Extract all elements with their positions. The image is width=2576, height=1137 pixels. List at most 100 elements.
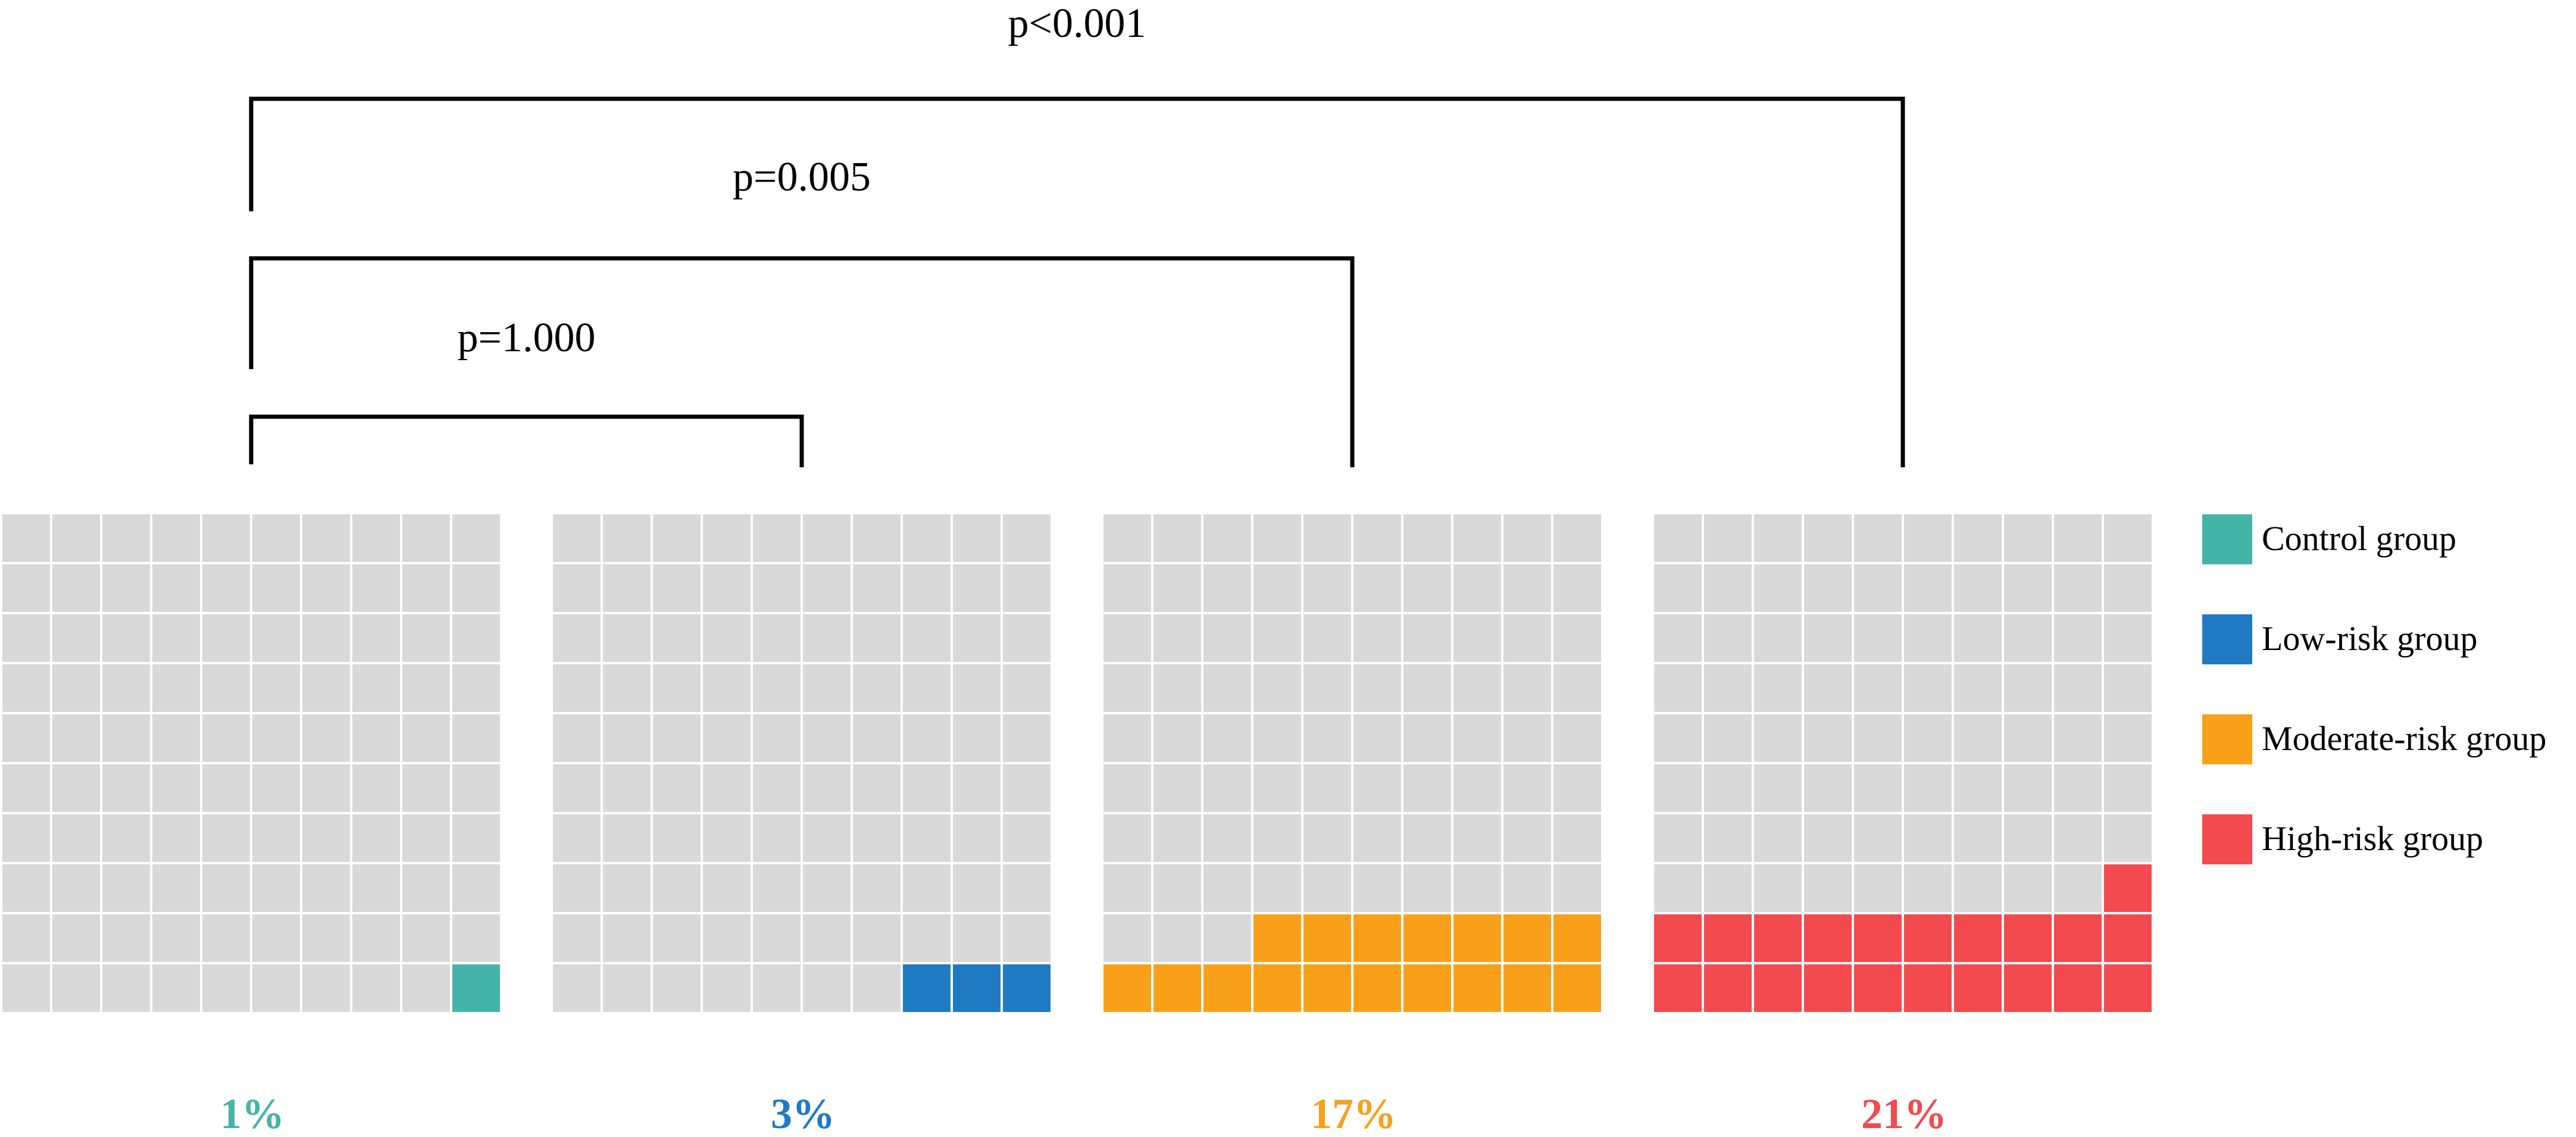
waffle-cell-empty: [202, 514, 250, 562]
waffle-cell-empty: [2054, 514, 2102, 562]
waffle-cell-empty: [703, 914, 751, 962]
waffle-cell-empty: [1403, 664, 1451, 712]
waffle-cell-empty: [1253, 664, 1301, 712]
waffle-cell-empty: [1553, 714, 1601, 762]
waffle-cell-filled: [2054, 964, 2102, 1012]
waffle-cell-empty: [252, 614, 300, 662]
waffle-cell-empty: [1153, 514, 1201, 562]
waffle-cell-empty: [753, 564, 801, 612]
waffle-cell-empty: [1804, 764, 1852, 812]
waffle-cell-empty: [1553, 564, 1601, 612]
waffle-cell-empty: [402, 764, 450, 812]
waffle-cell-filled: [452, 964, 500, 1012]
waffle-cell-empty: [753, 614, 801, 662]
waffle-cell-empty: [553, 564, 601, 612]
waffle-cell-empty: [452, 714, 500, 762]
waffle-cell-filled: [1804, 964, 1852, 1012]
waffle-cell-empty: [1954, 764, 2002, 812]
waffle-cell-empty: [2004, 514, 2052, 562]
waffle-cell-empty: [653, 814, 701, 862]
waffle-cell-empty: [1704, 664, 1752, 712]
waffle-cell-empty: [953, 914, 1001, 962]
waffle-cell-empty: [402, 514, 450, 562]
waffle-cell-empty: [1503, 664, 1551, 712]
waffle-cell-empty: [953, 564, 1001, 612]
waffle-cell-empty: [703, 564, 751, 612]
waffle-cell-empty: [1754, 564, 1802, 612]
waffle-cell-empty: [1253, 864, 1301, 912]
waffle-cell-empty: [452, 864, 500, 912]
waffle-cell-filled: [2004, 914, 2052, 962]
bracket-line: [249, 414, 804, 467]
waffle-cell-empty: [1654, 864, 1702, 912]
waffle-cell-empty: [1854, 564, 1902, 612]
legend-label: Low-risk group: [2262, 619, 2477, 658]
waffle-cell-empty: [1153, 614, 1201, 662]
waffle-cell-empty: [803, 514, 851, 562]
waffle-cell-empty: [1453, 564, 1501, 612]
waffle-cell-empty: [1654, 814, 1702, 862]
waffle-cell-empty: [653, 664, 701, 712]
legend-swatch: [2202, 814, 2252, 864]
waffle-cell-empty: [1103, 564, 1151, 612]
waffle-cell-empty: [603, 514, 651, 562]
waffle-cell-empty: [703, 764, 751, 812]
waffle-cell-filled: [1553, 964, 1601, 1012]
waffle-cell-filled: [1904, 964, 1952, 1012]
waffle-cell-empty: [2054, 864, 2102, 912]
bracket-moderate-risk-group: p=0.005: [249, 154, 1355, 467]
waffle-cell-empty: [52, 514, 100, 562]
waffle-cell-empty: [1954, 614, 2002, 662]
waffle-cell-filled: [1704, 914, 1752, 962]
waffle-cell-filled: [2104, 964, 2152, 1012]
waffle-cell-empty: [803, 614, 851, 662]
waffle-cell-filled: [1453, 914, 1501, 962]
waffle-cell-empty: [1453, 814, 1501, 862]
waffle-cell-empty: [152, 564, 200, 612]
p-value-label: p=1.000: [458, 315, 596, 361]
waffle-cell-empty: [1453, 764, 1501, 812]
waffle-cell-empty: [302, 714, 350, 762]
waffle-cell-empty: [853, 864, 901, 912]
waffle-cell-filled: [1153, 964, 1201, 1012]
waffle-cell-empty: [653, 614, 701, 662]
waffle-cell-empty: [1954, 514, 2002, 562]
waffle-cell-empty: [1303, 714, 1351, 762]
waffle-cell-empty: [202, 864, 250, 912]
waffle-cell-empty: [52, 564, 100, 612]
waffle-cell-empty: [1503, 764, 1551, 812]
waffle-cell-empty: [2004, 864, 2052, 912]
waffle-cell-empty: [2054, 714, 2102, 762]
waffle-cell-empty: [1153, 814, 1201, 862]
waffle-cell-empty: [2104, 664, 2152, 712]
waffle-cell-empty: [753, 764, 801, 812]
waffle-cell-filled: [1403, 964, 1451, 1012]
waffle-cell-empty: [202, 564, 250, 612]
waffle-cell-filled: [1303, 914, 1351, 962]
waffle-cell-empty: [903, 714, 951, 762]
waffle-cell-empty: [953, 864, 1001, 912]
waffle-cell-empty: [352, 664, 400, 712]
waffle-cell-empty: [1904, 814, 1952, 862]
waffle-cell-filled: [1754, 914, 1802, 962]
waffle-cell-empty: [1203, 614, 1251, 662]
waffle-cell-empty: [1103, 864, 1151, 912]
waffle-cell-empty: [703, 514, 751, 562]
significance-brackets: p=1.000 p=0.005 p<0.001: [249, 1, 1905, 467]
waffle-cell-empty: [1654, 614, 1702, 662]
waffle-cell-empty: [102, 514, 150, 562]
waffle-cell-filled: [1503, 964, 1551, 1012]
waffle-cell-empty: [152, 864, 200, 912]
waffle-cell-empty: [1654, 764, 1702, 812]
waffle-cell-empty: [1153, 714, 1201, 762]
waffle-cell-empty: [1704, 614, 1752, 662]
waffle-cell-empty: [52, 614, 100, 662]
waffle-cell-filled: [1353, 964, 1401, 1012]
waffle-cell-filled: [1003, 964, 1051, 1012]
legend-label: Moderate-risk group: [2262, 719, 2546, 758]
waffle-cell-empty: [52, 964, 100, 1012]
waffle-cell-empty: [953, 614, 1001, 662]
waffle-cell-empty: [603, 764, 651, 812]
waffle-cell-filled: [1403, 914, 1451, 962]
waffle-cell-empty: [1153, 564, 1201, 612]
